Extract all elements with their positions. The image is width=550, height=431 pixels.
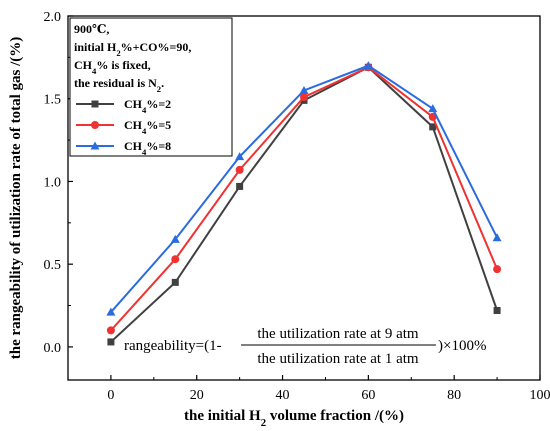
annotation-line-2-part: %+CO%=90,	[121, 40, 192, 54]
y-tick-label: 0.0	[44, 341, 62, 356]
x-tick-label: 40	[276, 388, 290, 403]
legend-label-2-part: %=5	[146, 118, 171, 132]
y-tick-label: 0.5	[44, 258, 62, 273]
series-1-point	[107, 338, 115, 346]
y-tick-label: 1.5	[44, 93, 62, 108]
formula-rhs: )×100%	[438, 338, 486, 354]
x-tick-label: 0	[107, 388, 114, 403]
legend-box	[69, 17, 233, 157]
y-axis-title: the rangeability of utilization rate of …	[8, 37, 24, 359]
annotation-line-4-subscript: 2	[157, 84, 161, 94]
plot-frame	[67, 15, 541, 381]
x-tick-label: 80	[447, 388, 461, 403]
series-3-point	[492, 233, 502, 242]
legend-marker-3	[90, 141, 100, 150]
annotation-line-4-part: the residual is N	[74, 76, 157, 90]
series-3-point	[299, 85, 309, 94]
legend-label-1-part: CH	[124, 97, 143, 111]
legend-label-3-part: CH	[124, 139, 143, 153]
series-1-point	[429, 123, 437, 131]
legend-label-2-part: CH	[124, 118, 143, 132]
series-3-point	[235, 152, 245, 161]
annotation-line-3-part: % is fixed,	[96, 58, 150, 72]
x-axis-title-part: the initial H	[184, 408, 261, 424]
series-2-point	[300, 93, 308, 102]
legend-label-3-part: %=8	[146, 139, 171, 153]
annotation-line-1: 900℃,	[74, 22, 109, 36]
legend-label-3: CH4%=8	[124, 139, 171, 157]
legend-label-2: CH4%=5	[124, 118, 171, 136]
annotation-line-4-part: .	[161, 76, 164, 90]
formula-lhs: rangeability=(1-	[124, 338, 222, 354]
formula-numerator: the utilization rate at 9 atm	[257, 326, 419, 342]
series-3-point	[106, 307, 116, 316]
series-2-point	[493, 265, 502, 274]
series-2-point	[171, 255, 180, 264]
series-3-point	[428, 104, 438, 113]
x-axis-title: the initial H2 volume fraction /(%)	[184, 408, 404, 429]
legend-marker-1	[91, 100, 99, 108]
series-2-point	[235, 165, 244, 174]
legend-label-1-part: %=2	[146, 97, 171, 111]
series-1-point	[236, 182, 244, 190]
annotation-line-3-subscript: 4	[92, 66, 97, 76]
legend-label-1-subscript: 4	[142, 105, 147, 115]
legend-label-3-subscript: 4	[142, 147, 147, 157]
x-axis-title-subscript: 2	[261, 417, 266, 429]
y-tick-label: 2.0	[44, 10, 62, 25]
series-3-point	[363, 61, 373, 70]
annotation-line-2-part: initial H	[74, 40, 117, 54]
legend-label-1: CH4%=2	[124, 97, 171, 115]
x-tick-label: 100	[530, 388, 550, 403]
formula-denominator: the utilization rate at 1 atm	[257, 351, 419, 367]
legend-marker-2	[91, 121, 99, 129]
annotation-line-3: CH4% is fixed,	[74, 58, 151, 76]
annotation-line-4: the residual is N2.	[74, 76, 164, 94]
annotation-line-2: initial H2%+CO%=90,	[74, 40, 191, 58]
y-tick-label: 1.0	[44, 175, 62, 190]
legend-label-2-subscript: 4	[142, 126, 147, 136]
annotation-line-3-part: CH	[74, 58, 93, 72]
annotation-line-2-subscript: 2	[116, 48, 120, 58]
x-axis-title-part: volume fraction /(%)	[266, 408, 404, 424]
series-1-point	[493, 307, 501, 315]
series-2-point	[428, 112, 437, 121]
x-tick-label: 60	[361, 388, 375, 403]
series-3-point	[170, 234, 180, 243]
series-1-point	[171, 278, 179, 286]
x-tick-label: 20	[190, 388, 204, 403]
series-2-point	[106, 326, 115, 335]
